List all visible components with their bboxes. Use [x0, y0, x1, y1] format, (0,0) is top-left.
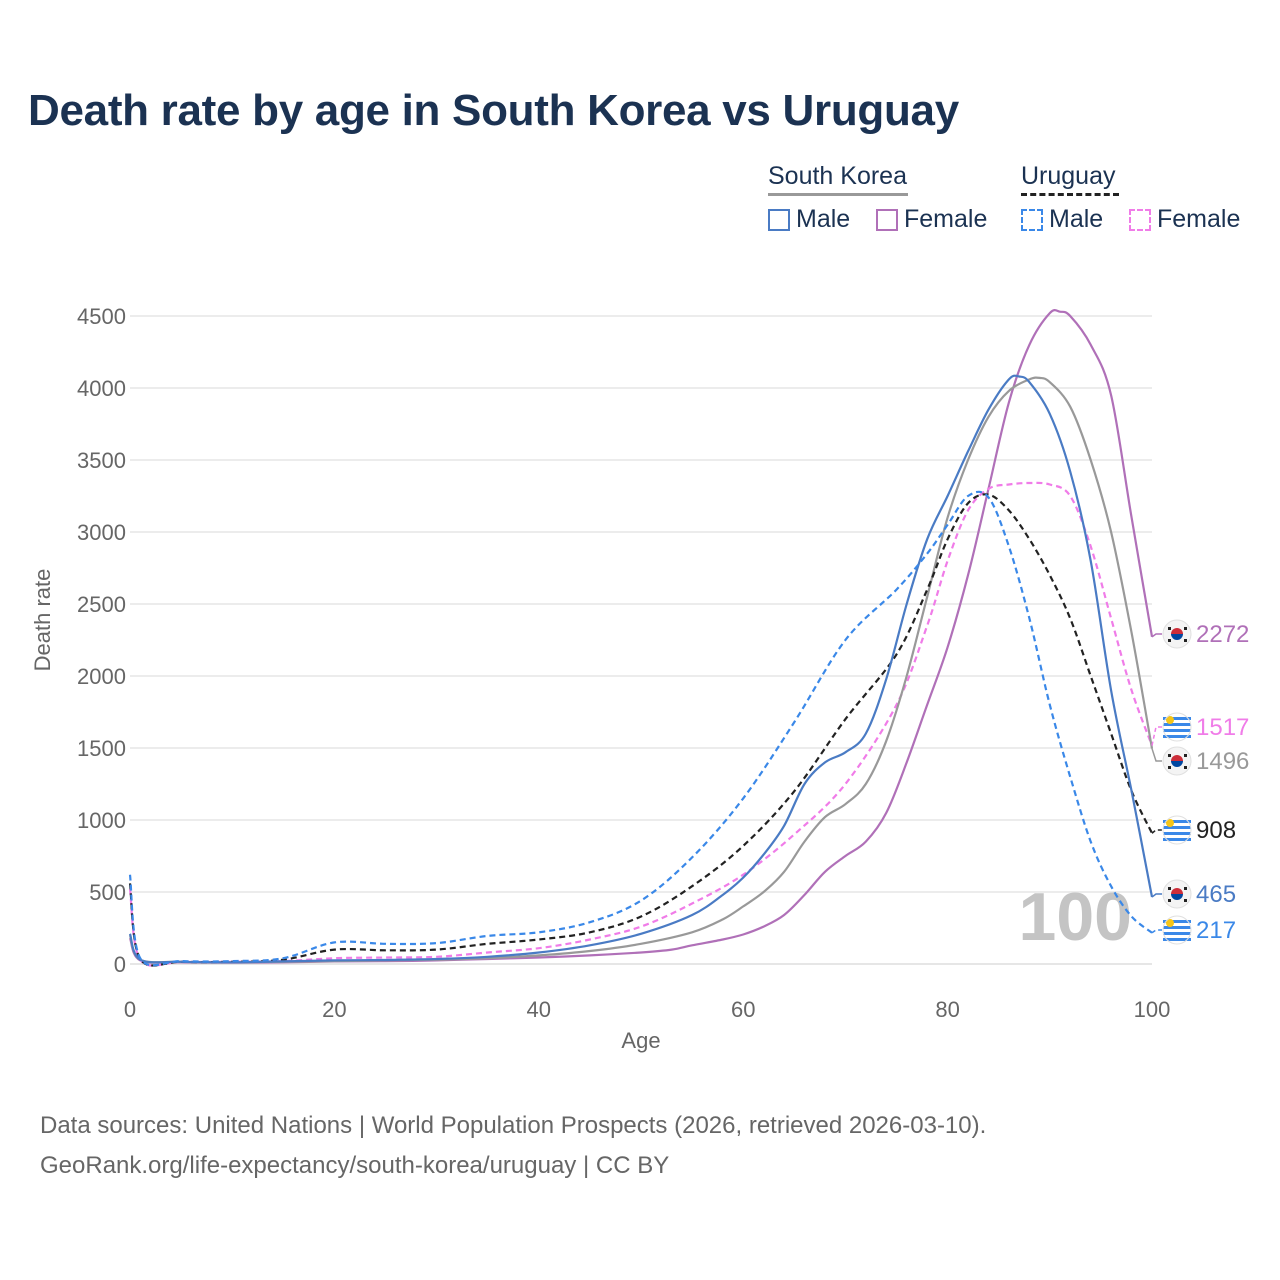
- series-line-uruguay-total[interactable]: [128, 493, 1153, 967]
- grid-lines: [130, 315, 1152, 965]
- series-lines: [128, 309, 1154, 967]
- legend-item-uruguay-female[interactable]: Female: [1129, 205, 1240, 234]
- south-korea-flag-icon: [1162, 879, 1192, 909]
- y-tick-label: 4000: [77, 376, 126, 401]
- legend-line-south-korea: [768, 193, 908, 196]
- y-axis-ticks: 0 500 1000 1500 2000 2500 3000 3500 4000 4500: [77, 304, 126, 977]
- legend-swatch: [1021, 208, 1043, 231]
- legend-swatch: [1129, 208, 1151, 231]
- legend-label: Male: [796, 205, 851, 233]
- end-labels: 2272 1517 1496 908 465 217: [1151, 619, 1249, 945]
- x-tick-label: 100: [1134, 997, 1171, 1022]
- legend-group-uruguay: Uruguay: [1021, 162, 1116, 190]
- y-tick-label: 1500: [77, 736, 126, 761]
- end-leader-line: [1151, 748, 1162, 762]
- y-tick-label: 1000: [77, 808, 126, 833]
- end-leader-line: [1151, 633, 1162, 638]
- legend-item-uruguay-male[interactable]: Male: [1021, 205, 1103, 234]
- south-korea-flag-icon: [1162, 619, 1192, 649]
- series-line-south-korea-male[interactable]: [128, 374, 1154, 964]
- end-value-label: 908: [1196, 817, 1236, 844]
- x-tick-label: 80: [935, 997, 959, 1022]
- y-tick-label: 2000: [77, 664, 126, 689]
- end-value-label: 2272: [1196, 621, 1249, 648]
- y-tick-label: 4500: [77, 304, 126, 329]
- end-value-label: 217: [1196, 917, 1236, 944]
- x-tick-label: 60: [731, 997, 755, 1022]
- series-line-south-korea-total[interactable]: [128, 376, 1154, 964]
- south-korea-flag-icon: [1162, 746, 1192, 776]
- x-axis-label: Age: [621, 1028, 660, 1053]
- legend-label: Female: [904, 205, 988, 233]
- legend-line-uruguay: [1021, 193, 1119, 196]
- series-line-uruguay-female[interactable]: [128, 481, 1154, 967]
- legend-swatch: [768, 208, 790, 231]
- legend-label: Male: [1049, 205, 1104, 233]
- y-axis-label: Death rate: [30, 569, 55, 672]
- line-chart: 0 500 1000 1500 2000 2500 3000 3500 4000 4500 0 20…: [30, 304, 1249, 1053]
- end-value-label: 465: [1196, 881, 1236, 908]
- legend-swatch: [876, 208, 898, 231]
- end-leader-line: [1151, 893, 1162, 898]
- uruguay-flag-icon: [1162, 815, 1192, 845]
- uruguay-flag-icon: [1162, 915, 1192, 945]
- y-tick-label: 3500: [77, 448, 126, 473]
- x-tick-label: 40: [527, 997, 551, 1022]
- sources-line-2[interactable]: GeoRank.org/life-expectancy/south-korea/…: [40, 1152, 670, 1179]
- end-value-label: 1496: [1196, 748, 1249, 775]
- y-tick-label: 500: [89, 880, 126, 905]
- chart-title: Death rate by age in South Korea vs Urug…: [28, 86, 959, 135]
- end-leader-line: [1151, 726, 1162, 746]
- end-leader-line: [1151, 829, 1162, 834]
- y-tick-label: 2500: [77, 592, 126, 617]
- uruguay-flag-icon: [1162, 712, 1192, 742]
- data-sources: Data sources: United Nations | World Pop…: [40, 1106, 986, 1186]
- end-value-label: 1517: [1196, 714, 1249, 741]
- legend-item-south-korea-female[interactable]: Female: [876, 205, 987, 234]
- end-leader-line: [1151, 929, 1162, 934]
- legend-label: Female: [1157, 205, 1241, 233]
- x-tick-label: 0: [124, 997, 136, 1022]
- year-watermark: 100: [1019, 879, 1132, 955]
- x-axis-ticks: 0 20 40 60 80 100: [124, 997, 1170, 1022]
- y-tick-label: 3000: [77, 520, 126, 545]
- legend-group-south-korea: South Korea: [768, 162, 907, 190]
- y-tick-label: 0: [114, 952, 126, 977]
- x-tick-label: 20: [322, 997, 346, 1022]
- series-line-south-korea-female[interactable]: [128, 309, 1154, 964]
- series-line-uruguay-male[interactable]: [128, 490, 1153, 967]
- sources-line-1: Data sources: United Nations | World Pop…: [40, 1112, 987, 1139]
- legend-item-south-korea-male[interactable]: Male: [768, 205, 850, 234]
